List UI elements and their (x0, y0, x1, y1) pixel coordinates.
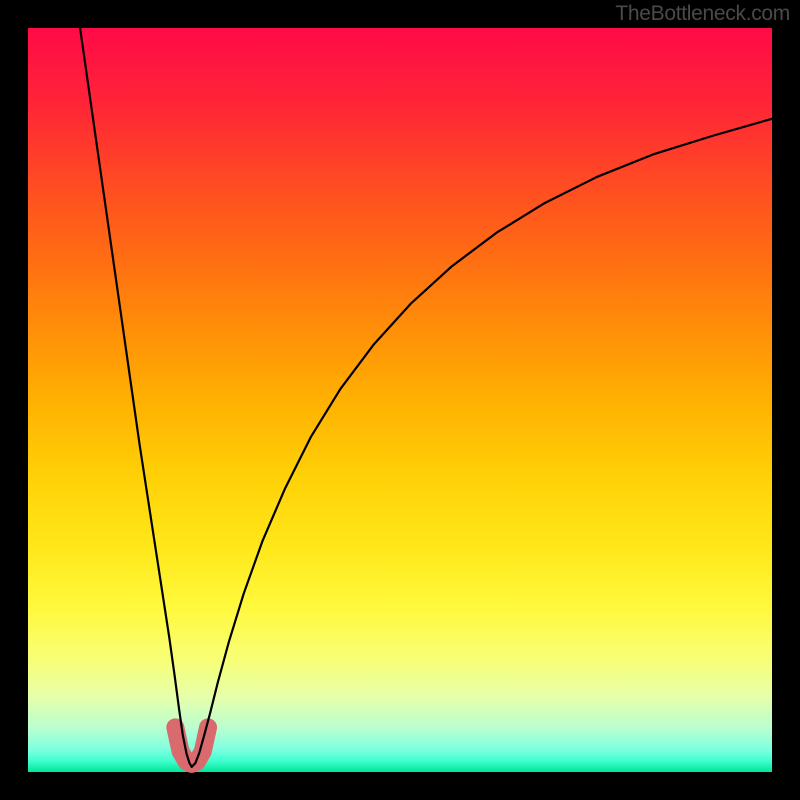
chart-container: TheBottleneck.com (0, 0, 800, 800)
watermark-text: TheBottleneck.com (615, 2, 790, 26)
bottleneck-chart (0, 0, 800, 800)
plot-area (28, 28, 772, 772)
